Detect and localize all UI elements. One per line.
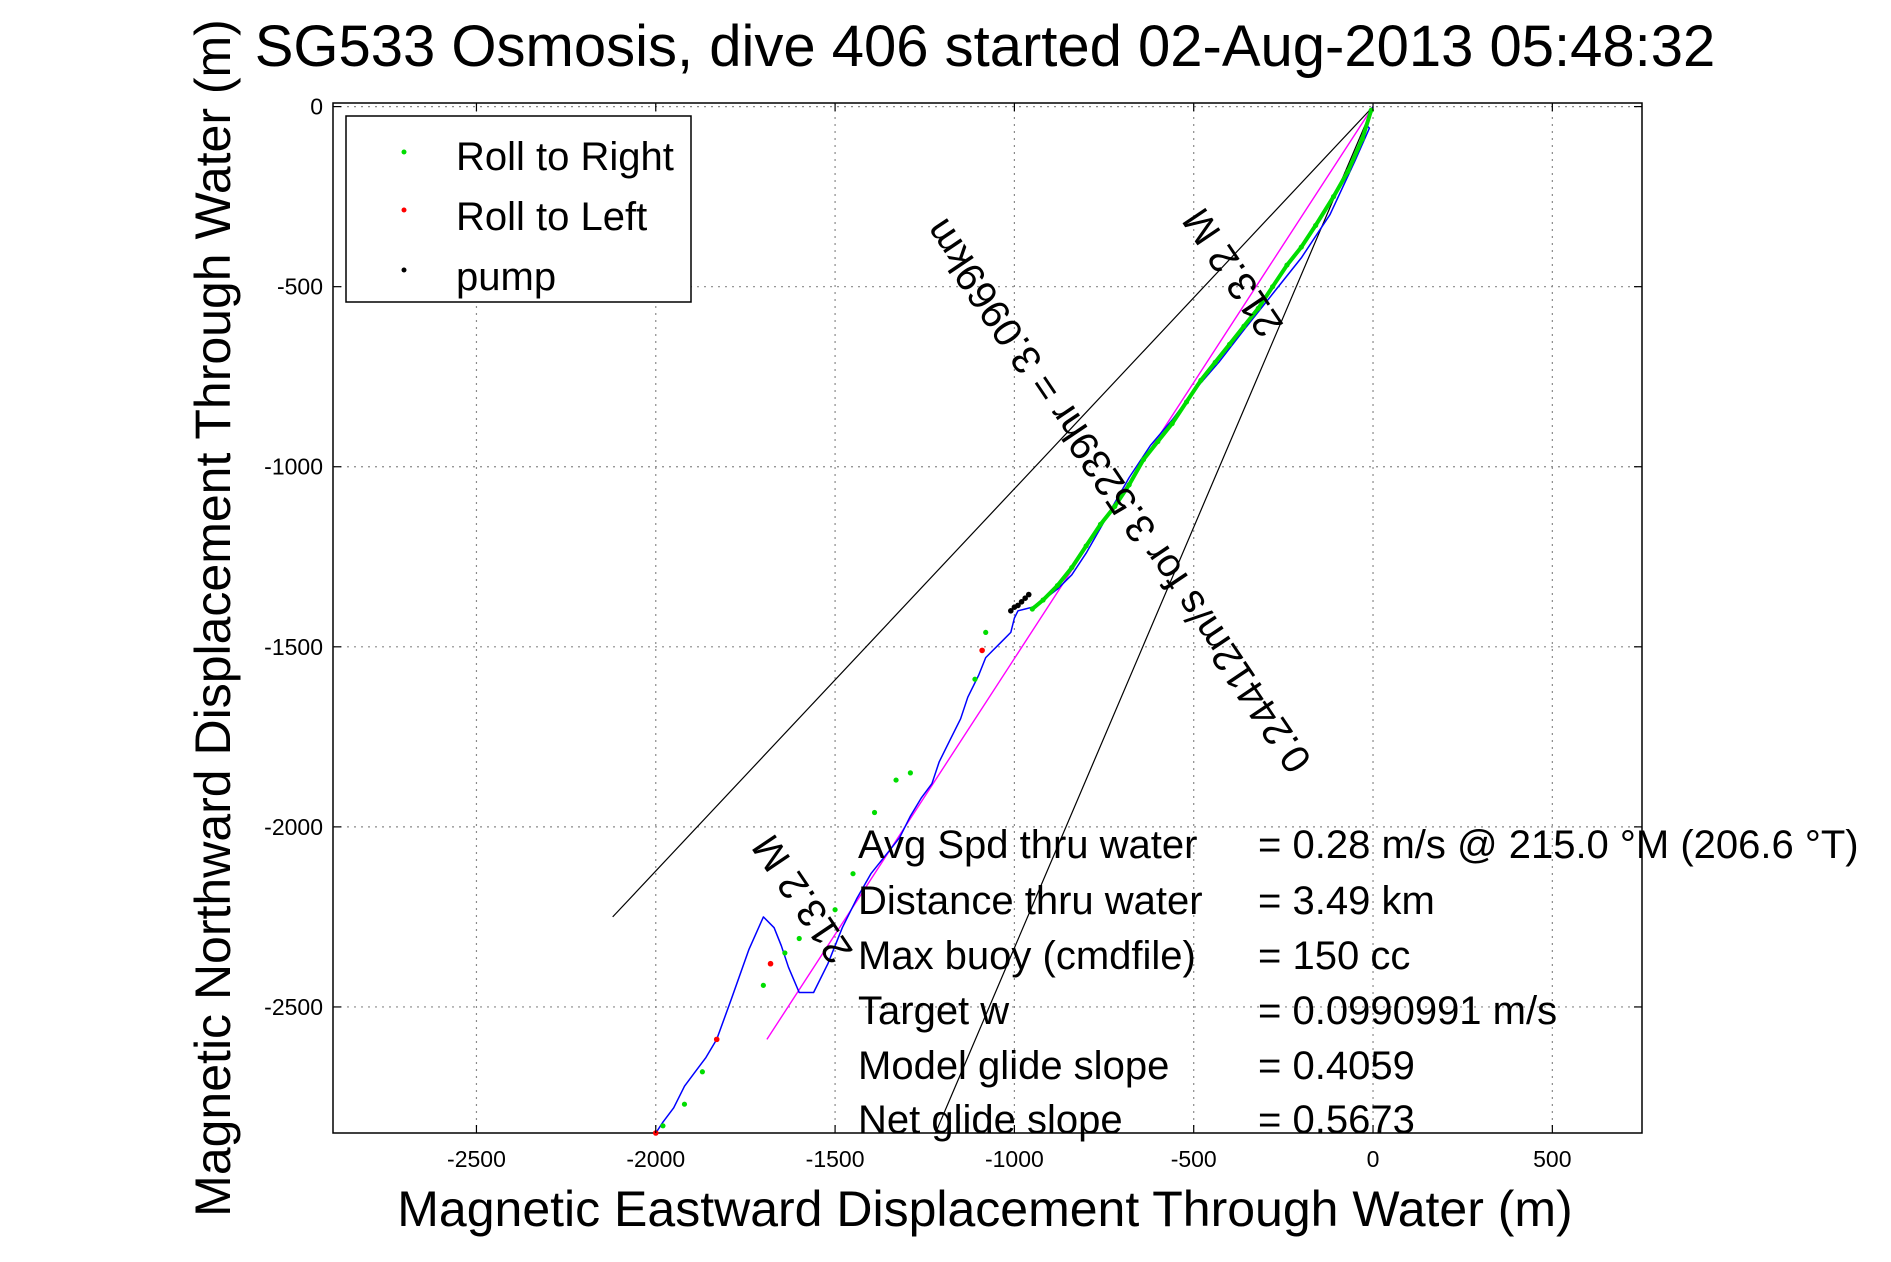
roll-right-point (1255, 305, 1261, 311)
roll-right-point (660, 1123, 666, 1129)
roll-right-point (871, 809, 878, 816)
roll-right-point (893, 777, 899, 783)
roll-right-point (1241, 323, 1247, 329)
y-axis-ticks: 0 -500 -1000 -1500 -2000 -2500 (264, 94, 1642, 1020)
roll-right-point (1345, 168, 1351, 175)
roll-right-point (972, 676, 978, 682)
x-axis-label: Magnetic Eastward Displacement Through W… (397, 1181, 1572, 1237)
stat-label-distance: Distance thru water (858, 879, 1203, 923)
roll-right-point (760, 982, 766, 988)
x-axis-ticks: -2500 -2000 -1500 -1000 -500 0 500 (447, 103, 1572, 1172)
x-tick-label: -1500 (806, 1146, 865, 1172)
heading-line-1 (612, 106, 1374, 918)
x-tick-label: -2000 (626, 1146, 685, 1172)
heading-line-2 (934, 106, 1374, 1134)
pump-point (1018, 598, 1025, 605)
y-tick-label: -500 (277, 274, 323, 300)
roll-right-point (796, 935, 802, 942)
roll-right-point (1097, 521, 1104, 527)
pump-point (1008, 607, 1014, 614)
stat-label-max-buoy: Max buoy (cmdfile) (858, 934, 1196, 978)
roll-right-point (907, 770, 913, 776)
legend-marker-pump (401, 267, 407, 273)
x-tick-label: -1000 (985, 1146, 1044, 1172)
roll-right-point (1270, 284, 1276, 290)
y-tick-label: -2500 (264, 994, 323, 1020)
roll-right-point (850, 871, 856, 877)
roll-left-point (713, 1036, 720, 1043)
roll-right-point (1359, 136, 1365, 142)
roll-right-point (1155, 438, 1161, 445)
y-tick-label: 0 (310, 94, 323, 120)
roll-right-point (1198, 377, 1204, 383)
roll-right-point (1029, 606, 1035, 612)
glider-track-line (655, 106, 1374, 1134)
roll-right-point (1330, 194, 1337, 200)
stat-value-avg-speed: = 0.28 m/s @ 215.0 °M (206.6 °T) (1258, 823, 1859, 867)
roll-right-point (1083, 543, 1089, 549)
roll-right-point (1226, 341, 1233, 347)
stats-block: Avg Spd thru water = 0.28 m/s @ 215.0 °M… (858, 823, 1859, 1142)
stat-label-net-glide: Net glide slope (858, 1098, 1123, 1142)
y-axis-label: Magnetic Northward Displacement Through … (185, 19, 241, 1217)
roll-right-point (1212, 359, 1218, 365)
stat-value-model-glide: = 0.4059 (1258, 1044, 1415, 1088)
legend-label-roll-right: Roll to Right (456, 135, 674, 179)
roll-right-point (699, 1069, 705, 1075)
roll-right-point (1054, 582, 1061, 589)
y-tick-label: -2000 (264, 814, 323, 840)
roll-right-point (1284, 262, 1290, 268)
roll-right-point (1298, 244, 1304, 250)
x-tick-label: 500 (1533, 1146, 1571, 1172)
stat-label-target-w: Target w (858, 989, 1009, 1033)
legend-marker-roll-left (401, 207, 407, 213)
stat-value-distance: = 3.49 km (1258, 879, 1435, 923)
pump-point (1022, 595, 1028, 601)
stat-value-max-buoy: = 150 cc (1258, 934, 1410, 978)
legend-label-roll-left: Roll to Left (456, 195, 647, 239)
legend-label-pump: pump (456, 255, 556, 299)
roll-right-point (782, 950, 788, 956)
x-tick-label: 0 (1367, 1146, 1380, 1172)
y-tick-label: -1000 (264, 454, 323, 480)
stat-value-target-w: = 0.0990991 m/s (1258, 989, 1557, 1033)
roll-left-point (979, 647, 985, 654)
roll-left-point (767, 960, 774, 967)
stat-value-net-glide: = 0.5673 (1258, 1098, 1415, 1142)
roll-right-point (1169, 420, 1175, 427)
data-layer (612, 106, 1374, 1136)
chart-title: SG533 Osmosis, dive 406 started 02-Aug-2… (255, 14, 1716, 79)
stat-label-avg-speed: Avg Spd thru water (858, 823, 1197, 867)
legend-marker-roll-right (401, 149, 407, 155)
pump-point (1025, 591, 1032, 598)
pump-point (1015, 602, 1021, 609)
y-tick-label: -1500 (264, 634, 323, 660)
roll-right-point (681, 1101, 688, 1107)
x-tick-label: -2500 (447, 1146, 506, 1172)
roll-right-point (1069, 564, 1075, 571)
legend: Roll to Right Roll to Left pump (345, 115, 692, 303)
x-tick-label: -500 (1171, 1146, 1217, 1172)
roll-right-point (983, 629, 989, 636)
roll-right-point (832, 907, 838, 913)
stat-label-model-glide: Model glide slope (858, 1044, 1169, 1088)
roll-right-point (1112, 503, 1118, 509)
roll-right-point (1126, 482, 1132, 488)
roll-right-point (1313, 222, 1319, 229)
roll-right-point (1183, 399, 1190, 405)
roll-right-point (1040, 597, 1046, 603)
roll-right-point (1140, 456, 1147, 463)
